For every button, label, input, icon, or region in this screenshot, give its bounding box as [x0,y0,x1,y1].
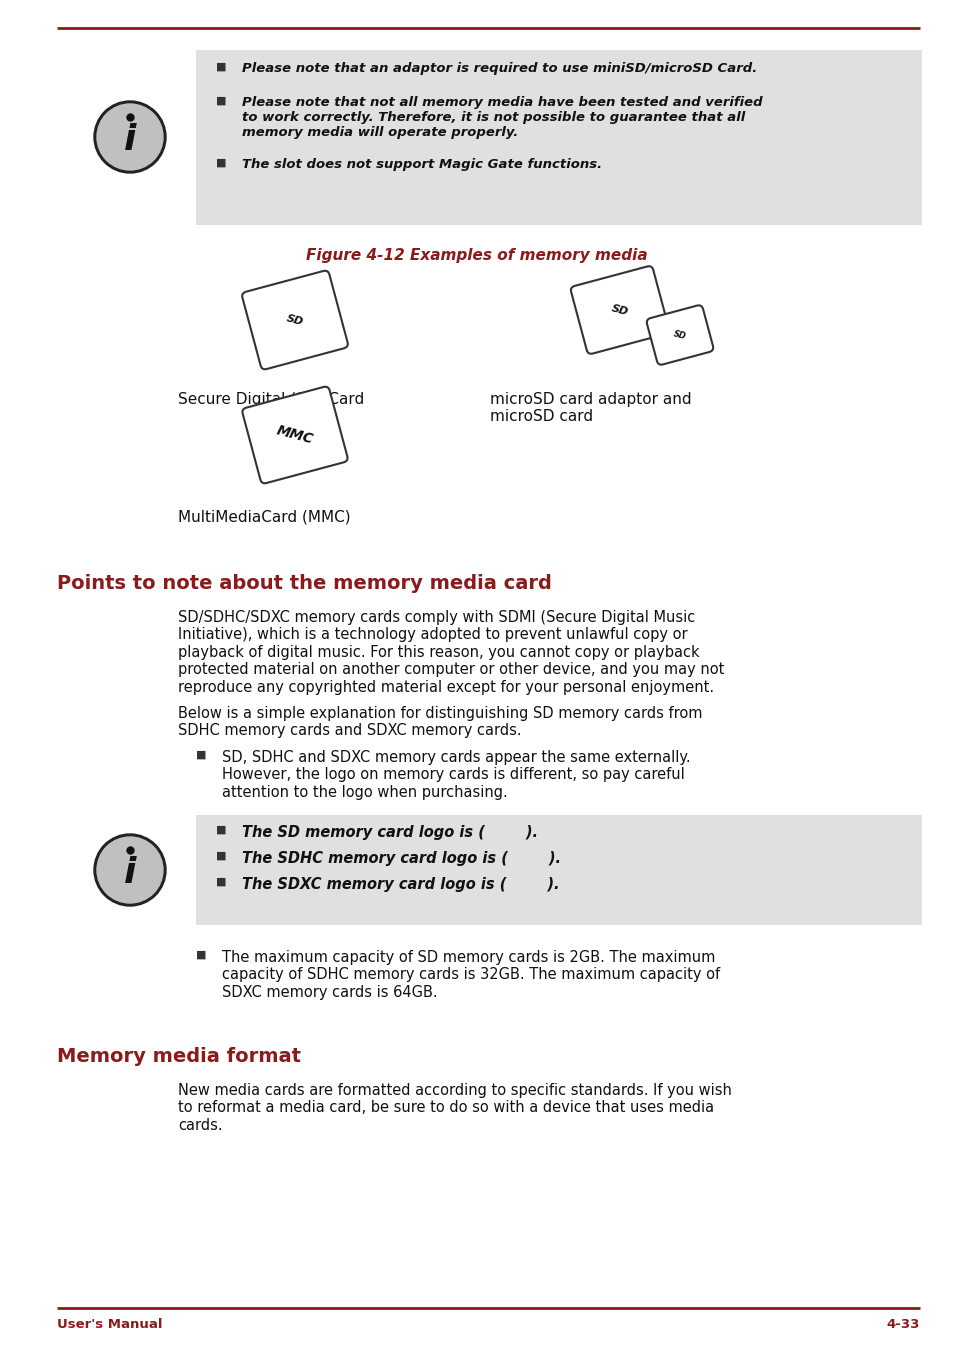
FancyBboxPatch shape [195,815,921,925]
Text: 4-33: 4-33 [885,1318,919,1332]
Circle shape [94,834,166,907]
FancyBboxPatch shape [242,270,348,370]
Text: ■: ■ [195,751,206,760]
Text: MMC: MMC [274,424,314,447]
Text: Points to note about the memory media card: Points to note about the memory media ca… [57,574,551,593]
Text: SD/SDHC/SDXC memory cards comply with SDMI (Secure Digital Music
Initiative), wh: SD/SDHC/SDXC memory cards comply with SD… [178,611,723,694]
Text: Please note that not all memory media have been tested and verified
to work corr: Please note that not all memory media ha… [242,95,761,139]
Text: ■: ■ [215,851,226,861]
Text: The SDHC memory card logo is (        ).: The SDHC memory card logo is ( ). [242,851,560,866]
Text: ■: ■ [215,824,226,835]
Circle shape [94,101,166,174]
Text: ■: ■ [215,95,226,106]
Text: The SD memory card logo is (        ).: The SD memory card logo is ( ). [242,824,537,841]
Text: The SDXC memory card logo is (        ).: The SDXC memory card logo is ( ). [242,877,558,892]
Text: SD: SD [285,313,304,327]
Text: Secure Digital (SD) Card: Secure Digital (SD) Card [178,391,364,408]
FancyBboxPatch shape [242,387,347,483]
Text: Figure 4-12 Examples of memory media: Figure 4-12 Examples of memory media [306,247,647,264]
Text: i: i [124,855,136,890]
Text: Below is a simple explanation for distinguishing SD memory cards from
SDHC memor: Below is a simple explanation for distin… [178,706,701,738]
Text: ■: ■ [215,877,226,886]
Text: microSD card adaptor and
microSD card: microSD card adaptor and microSD card [490,391,691,425]
FancyBboxPatch shape [570,266,668,354]
Text: SD: SD [672,330,687,342]
Text: MultiMediaCard (MMC): MultiMediaCard (MMC) [178,510,351,525]
Text: SD: SD [610,303,629,317]
Text: User's Manual: User's Manual [57,1318,162,1332]
Text: SD, SDHC and SDXC memory cards appear the same externally.
However, the logo on : SD, SDHC and SDXC memory cards appear th… [222,751,690,800]
Text: The maximum capacity of SD memory cards is 2GB. The maximum
capacity of SDHC mem: The maximum capacity of SD memory cards … [222,950,720,999]
Text: ■: ■ [215,157,226,168]
FancyBboxPatch shape [646,305,713,364]
Text: i: i [124,122,136,157]
Text: Memory media format: Memory media format [57,1046,301,1067]
Text: ■: ■ [195,950,206,960]
FancyBboxPatch shape [195,50,921,225]
Text: Please note that an adaptor is required to use miniSD/microSD Card.: Please note that an adaptor is required … [242,62,757,75]
Circle shape [97,104,163,169]
Text: New media cards are formatted according to specific standards. If you wish
to re: New media cards are formatted according … [178,1083,731,1132]
Text: The slot does not support Magic Gate functions.: The slot does not support Magic Gate fun… [242,157,601,171]
Text: ■: ■ [215,62,226,73]
Circle shape [97,837,163,902]
